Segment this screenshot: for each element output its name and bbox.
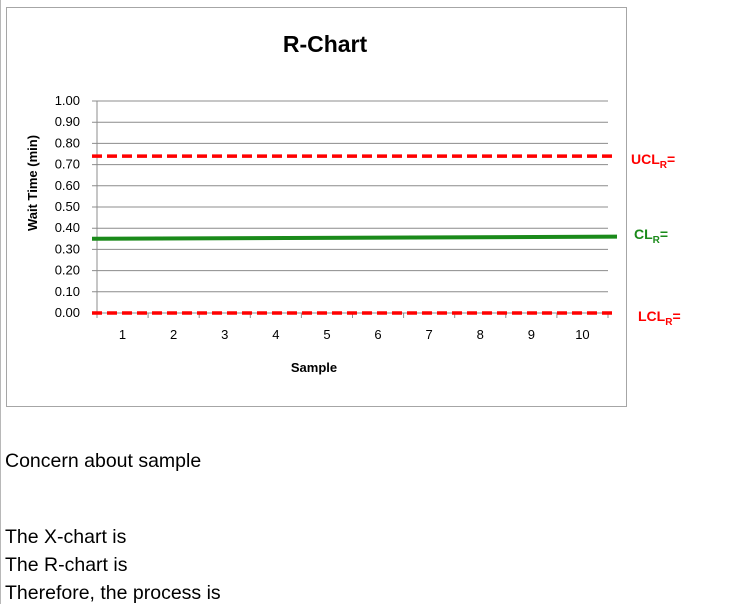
lcl-label: LCLR= bbox=[638, 308, 681, 328]
y-tick-label: 0.80 bbox=[55, 135, 80, 150]
y-tick-label: 0.90 bbox=[55, 114, 80, 129]
y-tick-label: 1.00 bbox=[55, 93, 80, 108]
ucl-label: UCLR= bbox=[631, 151, 675, 171]
x-tick-label: 5 bbox=[323, 327, 330, 342]
gridlines bbox=[92, 100, 609, 318]
y-tick-label: 0.20 bbox=[55, 263, 80, 278]
y-tick-label: 0.60 bbox=[55, 178, 80, 193]
y-tick-label: 0.40 bbox=[55, 220, 80, 235]
y-tick-label: 0.00 bbox=[55, 305, 80, 320]
y-tick-label: 0.30 bbox=[55, 241, 80, 256]
x-tick-label: 1 bbox=[119, 327, 126, 342]
x-tick-label: 8 bbox=[477, 327, 484, 342]
x-tick-label: 10 bbox=[575, 327, 589, 342]
y-tick-label: 0.50 bbox=[55, 199, 80, 214]
x-tick-label: 6 bbox=[374, 327, 381, 342]
x-axis-title: Sample bbox=[291, 360, 337, 375]
x-tick-label: 2 bbox=[170, 327, 177, 342]
x-chart-text: The X-chart is bbox=[5, 526, 127, 548]
limit-labels: UCLR= CLR= LCLR= bbox=[631, 151, 681, 328]
x-tick-label: 9 bbox=[528, 327, 535, 342]
r-chart-text: The R-chart is bbox=[5, 554, 128, 576]
x-tick-label: 3 bbox=[221, 327, 228, 342]
x-tick-label: 4 bbox=[272, 327, 279, 342]
y-tick-label: 0.10 bbox=[55, 284, 80, 299]
y-axis-title: Wait Time (min) bbox=[25, 135, 40, 231]
cl-line bbox=[91, 234, 618, 241]
cl-label: CLR= bbox=[634, 226, 668, 246]
chart-title: R-Chart bbox=[283, 31, 368, 57]
x-tick-label: 7 bbox=[426, 327, 433, 342]
conclusion-text: Therefore, the process is bbox=[5, 582, 221, 604]
left-border bbox=[0, 0, 1, 604]
concern-text: Concern about sample bbox=[5, 450, 202, 472]
series-lines bbox=[91, 154, 618, 315]
y-tick-label: 0.70 bbox=[55, 157, 80, 172]
y-tick-labels: 0.00 0.10 0.20 0.30 0.40 0.50 0.60 0.70 0.80 0.90… bbox=[55, 93, 80, 320]
x-tick-labels: 1 2 3 4 5 6 7 8 9 10 bbox=[119, 327, 590, 342]
r-chart: R-Chart 0.00 0.10 0.20 0.30 0.40 0.50 0.60 0.70… bbox=[25, 31, 681, 375]
